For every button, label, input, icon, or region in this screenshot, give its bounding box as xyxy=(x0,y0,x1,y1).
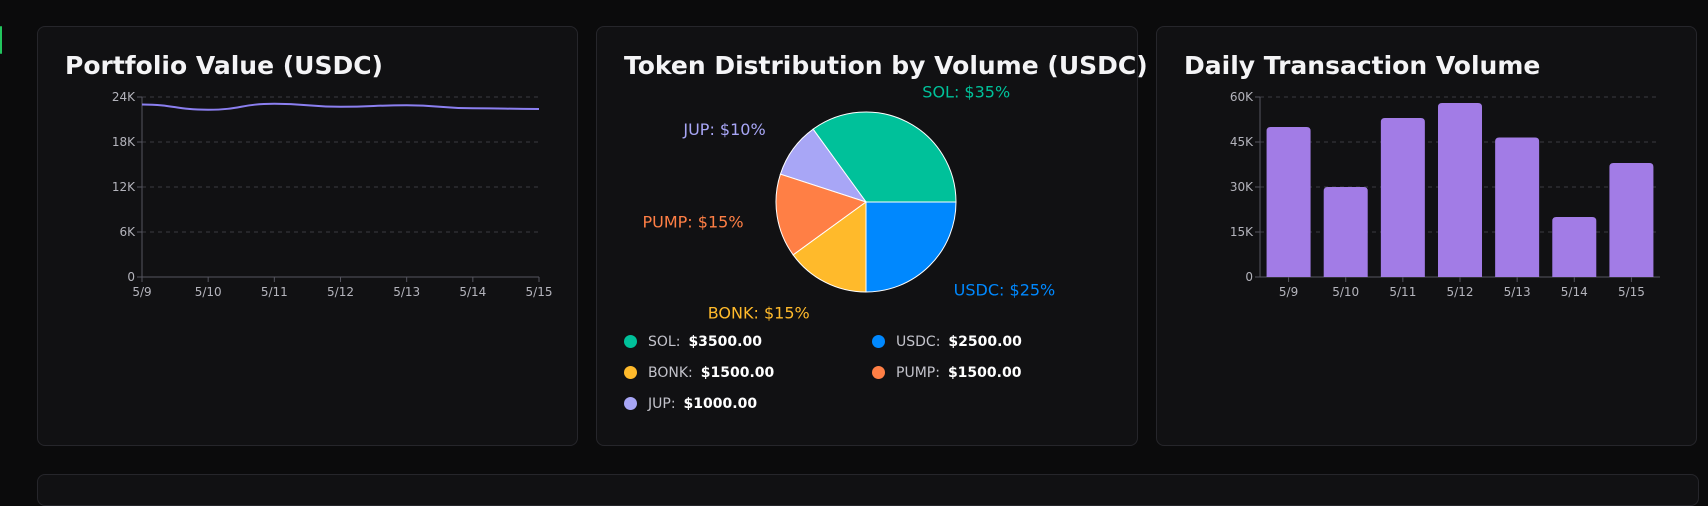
bottom-panel xyxy=(37,474,1699,506)
y-tick-label: 45K xyxy=(1230,135,1254,149)
active-indicator xyxy=(0,26,2,54)
token-distribution-card: Token Distribution by Volume (USDC) SOL:… xyxy=(596,26,1148,446)
legend-dot xyxy=(624,366,637,379)
x-tick-label: 5/13 xyxy=(1504,285,1531,299)
volume-bar xyxy=(1552,217,1597,277)
y-tick-label: 0 xyxy=(127,270,135,284)
legend-item-sol: SOL: $3500.00 xyxy=(624,332,872,351)
y-tick-label: 0 xyxy=(1245,270,1253,284)
x-tick-label: 5/15 xyxy=(526,285,553,299)
portfolio-line xyxy=(141,102,540,111)
daily-volume-chart: 0 15K 30K 45K 60K 5/9 5/10 5/11 5/12 5/13 5/14 5/15 xyxy=(1230,90,1660,299)
x-tick-label: 5/11 xyxy=(261,285,288,299)
portfolio-value-card: Portfolio Value (USDC) 0 6K 12K 18K 24K 5/9 5/… xyxy=(37,26,578,446)
y-tick-label: 6K xyxy=(119,225,136,239)
pie-label-bonk: BONK: $15% xyxy=(708,303,810,322)
y-tick-label: 30K xyxy=(1230,180,1254,194)
legend-dot xyxy=(872,335,885,348)
token-distribution-title: Token Distribution by Volume (USDC) xyxy=(624,51,1148,80)
legend-item-bonk: BONK: $1500.00 xyxy=(624,363,872,382)
legend-value: $1500.00 xyxy=(947,364,1022,381)
legend-value: $1500.00 xyxy=(700,364,775,381)
legend-dot xyxy=(872,366,885,379)
pie-slice-bonk xyxy=(792,201,867,293)
x-tick-label: 5/9 xyxy=(132,285,151,299)
y-tick-label: 24K xyxy=(112,90,136,104)
volume-bar xyxy=(1323,187,1368,277)
pie-label-jup: JUP: $10% xyxy=(682,120,765,139)
legend-dot xyxy=(624,397,637,410)
y-tick-label: 12K xyxy=(112,180,136,194)
x-tick-label: 5/11 xyxy=(1389,285,1416,299)
portfolio-value-title: Portfolio Value (USDC) xyxy=(65,51,383,80)
x-tick-label: 5/9 xyxy=(1279,285,1298,299)
legend-item-usdc: USDC: $2500.00 xyxy=(872,332,1092,351)
pie-label-usdc: USDC: $25% xyxy=(954,281,1056,300)
legend-name: BONK: xyxy=(648,364,693,381)
legend-name: SOL: xyxy=(648,333,681,350)
x-tick-label: 5/12 xyxy=(1447,285,1474,299)
pie-slice-pump xyxy=(775,173,868,256)
volume-bar xyxy=(1266,127,1311,277)
legend-value: $3500.00 xyxy=(688,333,762,350)
pie-slice-sol xyxy=(812,111,957,203)
legend-dot xyxy=(624,335,637,348)
x-tick-label: 5/14 xyxy=(1561,285,1588,299)
x-tick-label: 5/10 xyxy=(1332,285,1359,299)
x-tick-label: 5/13 xyxy=(393,285,420,299)
y-tick-label: 18K xyxy=(112,135,136,149)
volume-bar xyxy=(1380,118,1425,277)
volume-bar xyxy=(1438,103,1482,277)
pie-label-sol: SOL: $35% xyxy=(922,83,1010,102)
legend-item-jup: JUP: $1000.00 xyxy=(624,394,872,413)
y-tick-label: 15K xyxy=(1230,225,1254,239)
x-tick-label: 5/12 xyxy=(327,285,354,299)
daily-volume-title: Daily Transaction Volume xyxy=(1184,51,1541,80)
x-tick-label: 5/14 xyxy=(459,285,486,299)
legend-item-pump: PUMP: $1500.00 xyxy=(872,363,1092,382)
legend-name: USDC: xyxy=(896,333,941,350)
legend-name: PUMP: xyxy=(896,364,940,381)
legend-value: $1000.00 xyxy=(683,395,758,412)
x-tick-label: 5/15 xyxy=(1618,285,1645,299)
legend-name: JUP: xyxy=(648,395,676,412)
y-tick-label: 60K xyxy=(1230,90,1254,104)
token-distribution-chart: SOL: $35% JUP: $10% PUMP: $15% BONK: $15% US… xyxy=(642,83,1056,323)
x-tick-label: 5/10 xyxy=(195,285,222,299)
legend-value: $2500.00 xyxy=(948,333,1022,350)
portfolio-value-chart: 0 6K 12K 18K 24K 5/9 5/10 5/11 5/12 5/13 5/14 5/15 xyxy=(112,90,553,299)
daily-volume-card: Daily Transaction Volume 0 15K 30K 45K 60K 5/… xyxy=(1156,26,1697,446)
token-legend: SOL: $3500.00 USDC: $2500.00 BONK: $1500… xyxy=(624,332,1104,413)
volume-bar xyxy=(1609,163,1654,277)
pie-label-pump: PUMP: $15% xyxy=(642,212,743,231)
volume-bar xyxy=(1495,137,1540,277)
pie-slice-usdc xyxy=(865,201,957,293)
